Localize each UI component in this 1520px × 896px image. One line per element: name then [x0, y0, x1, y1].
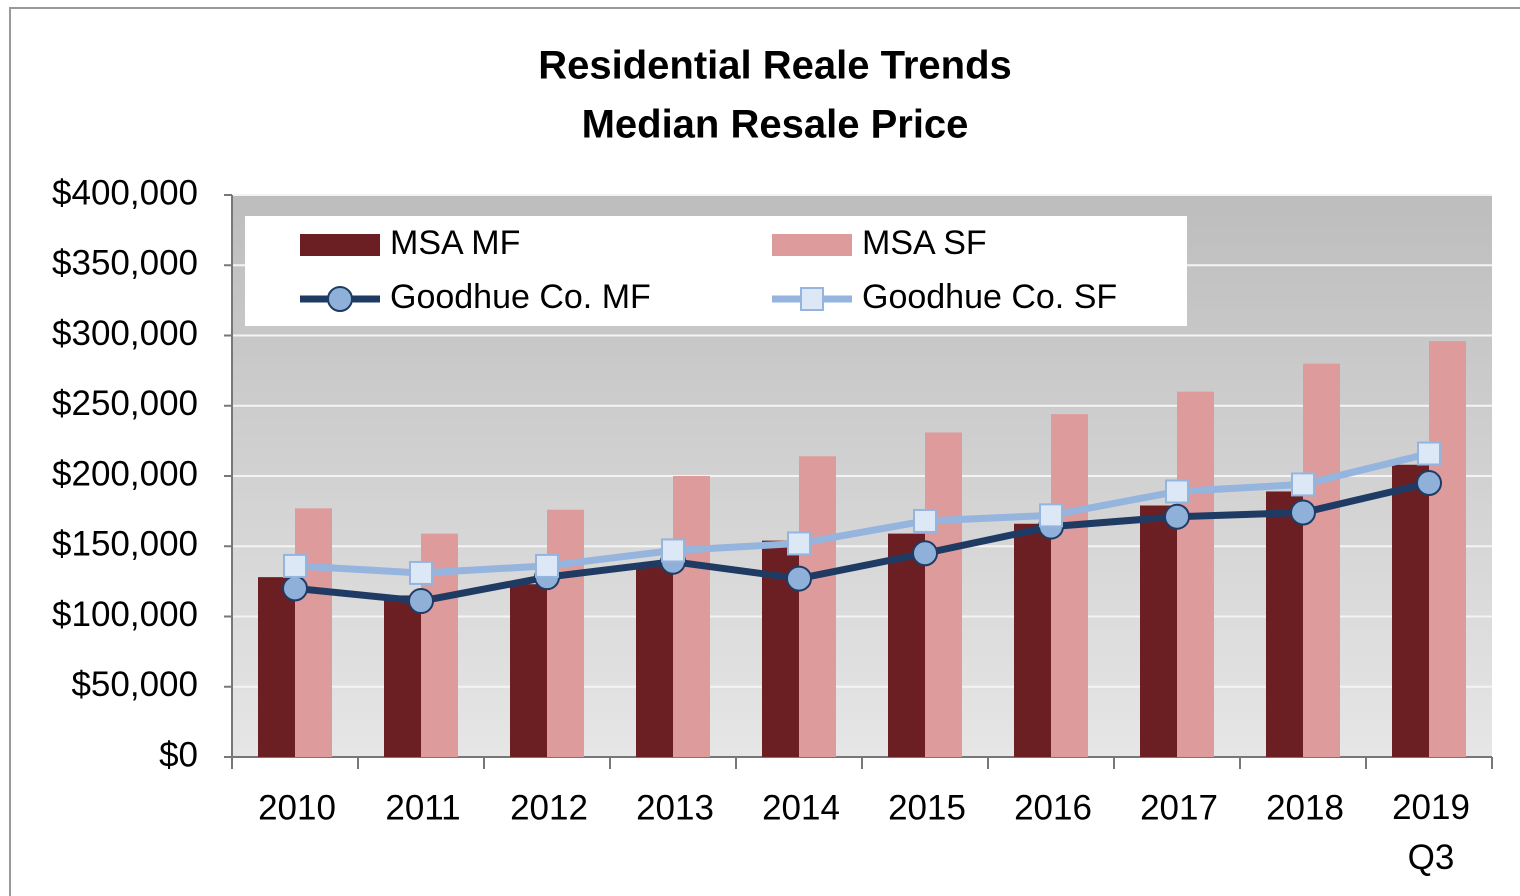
- marker: [912, 540, 938, 567]
- bar: [1014, 523, 1051, 757]
- marker: [535, 553, 559, 578]
- bar: [925, 432, 962, 757]
- marker: [282, 575, 308, 602]
- marker: [1291, 472, 1315, 497]
- bar: [547, 509, 584, 757]
- x-tick-label: 2017: [1140, 788, 1218, 827]
- legend-swatch: [772, 234, 852, 256]
- chart-title: Residential Reale Trends: [538, 44, 1012, 88]
- bar: [295, 508, 332, 757]
- line: [294, 479, 1430, 605]
- bar: [636, 564, 673, 757]
- marker: [1417, 441, 1441, 466]
- y-tick-label: $250,000: [52, 384, 198, 423]
- x-tick-label: 2012: [510, 788, 588, 827]
- x-tick-label: 2019 Q3: [1392, 788, 1470, 877]
- legend-label: Goodhue Co. SF: [862, 278, 1117, 316]
- bar: [1266, 491, 1303, 757]
- x-tick-label: 2013: [636, 788, 714, 827]
- bar: [1177, 391, 1214, 757]
- bar: [1303, 363, 1340, 757]
- marker: [786, 565, 812, 592]
- y-tick-label: $350,000: [52, 244, 198, 283]
- marker: [409, 560, 433, 585]
- y-tick-label: $100,000: [52, 595, 198, 634]
- legend-label: Goodhue Co. MF: [390, 278, 651, 316]
- x-tick-label: 2016: [1014, 788, 1092, 827]
- bar: [888, 533, 925, 757]
- bar: [1140, 505, 1177, 757]
- marker: [1164, 503, 1190, 530]
- marker: [1416, 470, 1442, 497]
- y-tick-label: $400,000: [52, 173, 198, 212]
- marker: [661, 538, 685, 563]
- bar: [673, 476, 710, 757]
- marker: [913, 508, 937, 533]
- y-tick-label: $150,000: [52, 525, 198, 564]
- marker: [408, 588, 434, 615]
- legend-marker: [800, 287, 824, 311]
- x-tick-label: 2010: [258, 788, 336, 827]
- legend-marker: [327, 286, 353, 312]
- marker: [1039, 503, 1063, 528]
- line: [294, 450, 1430, 577]
- marker: [1290, 499, 1316, 526]
- bar: [258, 577, 295, 757]
- x-tick-label: 2014: [762, 788, 840, 827]
- legend-label: MSA MF: [390, 224, 520, 262]
- bar: [1392, 464, 1429, 757]
- y-tick-label: $50,000: [71, 665, 198, 704]
- bar: [1051, 414, 1088, 757]
- bar: [799, 456, 836, 757]
- x-tick-label: 2018: [1266, 788, 1344, 827]
- x-tick-label: 2015: [888, 788, 966, 827]
- legend-label: MSA SF: [862, 224, 987, 262]
- y-tick-label: $300,000: [52, 314, 198, 353]
- legend-swatch: [300, 234, 380, 256]
- marker: [1165, 479, 1189, 504]
- x-tick-label: 2011: [385, 788, 460, 827]
- chart-subtitle: Median Resale Price: [582, 103, 969, 147]
- bar: [1429, 341, 1466, 757]
- marker: [283, 553, 307, 578]
- legend-box: [245, 216, 1187, 326]
- marker: [787, 531, 811, 556]
- y-tick-label: $200,000: [52, 454, 198, 493]
- bar: [510, 584, 547, 757]
- bar: [384, 595, 421, 757]
- y-tick-label: $0: [159, 735, 198, 774]
